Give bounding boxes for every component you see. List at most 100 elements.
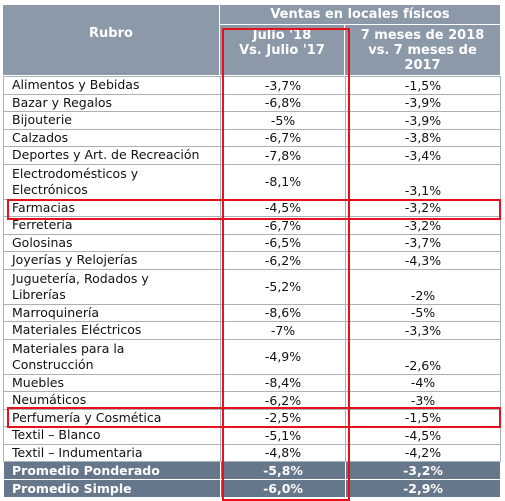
value-july: -5,2% — [220, 268, 346, 305]
value-july: -4,8% — [220, 443, 346, 462]
row-label-line: Bazar y Regalos — [12, 94, 112, 110]
table-row: Electrodomésticos y Electrónicos -8,1% -3,1… — [3, 163, 501, 200]
sales-table: Rubro Ventas en locales físicos Julio '1… — [3, 5, 501, 501]
header-col2-line3: 2017 — [404, 58, 441, 73]
row-label: Golosinas — [3, 233, 221, 252]
header-col1-line2: Vs. Julio '17 — [239, 43, 325, 58]
value-7-months: -3,9% — [345, 111, 501, 130]
header-col2-line2: vs. 7 meses de — [368, 43, 477, 58]
row-label-line: Textil – Blanco — [12, 427, 101, 443]
value-july: -6,2% — [220, 391, 346, 410]
row-label: Calzados — [3, 128, 221, 147]
average-row: Promedio Simple -6,0% -2,9% — [3, 479, 501, 498]
value-july: -7% — [220, 321, 346, 340]
value-7-months: -3,8% — [345, 128, 501, 147]
row-label-line: Bijouterie — [12, 112, 72, 128]
value-july: -4,5% — [220, 198, 346, 217]
average-value-7-months: -3,2% — [345, 461, 501, 480]
header-rubro: Rubro — [3, 5, 220, 75]
average-row: Promedio Ponderado -5,8% -3,2% — [3, 461, 501, 480]
row-label: Neumáticos — [3, 391, 221, 410]
row-label-line: Alimentos y Bebidas — [12, 77, 140, 93]
row-label: Textil – Indumentaria — [3, 443, 221, 462]
header-col1-line1: Julio '18 — [252, 28, 312, 43]
value-july: -2,5% — [220, 408, 346, 427]
row-label: Bijouterie — [3, 111, 221, 130]
row-label-line: Marroquinería — [12, 304, 100, 320]
average-value-july: -5,8% — [220, 461, 346, 480]
row-label: Perfumería y Cosmética — [3, 408, 221, 427]
value-july: -8,1% — [220, 163, 346, 200]
row-label: Juguetería, Rodados y Librerías — [3, 268, 221, 305]
value-7-months: -4,2% — [345, 443, 501, 462]
value-july: -6,8% — [220, 93, 346, 112]
row-label-line: Neumáticos — [12, 392, 87, 408]
value-july: -4,9% — [220, 338, 346, 375]
header-col2-line1: 7 meses de 2018 — [360, 28, 485, 43]
value-7-months: -1,5% — [345, 408, 501, 427]
row-label: Materiales Eléctricos — [3, 321, 221, 340]
value-7-months: -5% — [345, 303, 501, 322]
row-label: Joyerías y Relojerías — [3, 251, 221, 270]
table-row: Farmacias -4,5% -3,2% — [3, 198, 501, 217]
row-label: Bazar y Regalos — [3, 93, 221, 112]
table-row: Alimentos y Bebidas -3,7% -1,5% — [3, 76, 501, 95]
row-label-line: Joyerías y Relojerías — [12, 252, 138, 268]
row-label-line: Electrodomésticos y — [12, 165, 139, 181]
table-row: Bazar y Regalos -6,8% -3,9% — [3, 93, 501, 112]
value-7-months: -3,2% — [345, 216, 501, 235]
value-july: -6,5% — [220, 233, 346, 252]
table-row: Juguetería, Rodados y Librerías -5,2% -2% — [3, 268, 501, 305]
value-7-months: -2,6% — [345, 338, 501, 375]
table-row: Ferretería -6,7% -3,2% — [3, 216, 501, 235]
average-value-july: -6,0% — [220, 479, 346, 498]
header-rubro-label: Rubro — [89, 26, 133, 41]
average-value-7-months: -2,9% — [345, 479, 501, 498]
value-7-months: -1,5% — [345, 76, 501, 95]
table-row: Materiales Eléctricos -7% -3,3% — [3, 321, 501, 340]
value-july: -5,1% — [220, 426, 346, 445]
value-7-months: -3,2% — [345, 198, 501, 217]
row-label-line: Golosinas — [12, 234, 73, 250]
value-7-months: -4,5% — [345, 426, 501, 445]
row-label-line: Muebles — [12, 374, 65, 390]
row-label: Farmacias — [3, 198, 221, 217]
table-row: Marroquinería -8,6% -5% — [3, 303, 501, 322]
value-july: -6,2% — [220, 251, 346, 270]
row-label: Muebles — [3, 373, 221, 392]
row-label-line: Materiales Eléctricos — [12, 322, 142, 338]
table-row: Bijouterie -5% -3,9% — [3, 111, 501, 130]
value-7-months: -3% — [345, 391, 501, 410]
value-july: -6,7% — [220, 128, 346, 147]
table-row: Calzados -6,7% -3,8% — [3, 128, 501, 147]
row-label-line: Materiales para la — [12, 340, 125, 356]
row-label-line: Librerías — [12, 286, 66, 302]
value-july: -7,8% — [220, 146, 346, 165]
row-label-line: Deportes y Art. de Recreación — [12, 147, 200, 163]
value-7-months: -3,4% — [345, 146, 501, 165]
row-label: Alimentos y Bebidas — [3, 76, 221, 95]
table-row: Textil – Blanco -5,1% -4,5% — [3, 426, 501, 445]
value-7-months: -3,9% — [345, 93, 501, 112]
average-label: Promedio Simple — [3, 479, 221, 498]
row-label: Ferretería — [3, 216, 221, 235]
header-column-7-months: 7 meses de 2018 vs. 7 meses de 2017 — [345, 25, 500, 75]
row-label: Materiales para la Construcción — [3, 338, 221, 375]
value-7-months: -3,1% — [345, 163, 501, 200]
value-7-months: -3,7% — [345, 233, 501, 252]
table-row: Textil – Indumentaria -4,8% -4,2% — [3, 443, 501, 462]
value-7-months: -4,3% — [345, 251, 501, 270]
table-row: Deportes y Art. de Recreación -7,8% -3,4% — [3, 146, 501, 165]
row-label-line: Electrónicos — [12, 181, 88, 197]
table-row: Perfumería y Cosmética -2,5% -1,5% — [3, 408, 501, 427]
value-7-months: -3,3% — [345, 321, 501, 340]
row-label: Textil – Blanco — [3, 426, 221, 445]
row-label: Electrodomésticos y Electrónicos — [3, 163, 221, 200]
header-column-july: Julio '18 Vs. Julio '17 — [220, 25, 345, 75]
table-row: Neumáticos -6,2% -3% — [3, 391, 501, 410]
value-july: -3,7% — [220, 76, 346, 95]
header-group: Ventas en locales físicos — [220, 5, 500, 25]
table-row: Golosinas -6,5% -3,7% — [3, 233, 501, 252]
header-group-label: Ventas en locales físicos — [270, 7, 450, 22]
row-label-line: Textil – Indumentaria — [12, 444, 143, 460]
